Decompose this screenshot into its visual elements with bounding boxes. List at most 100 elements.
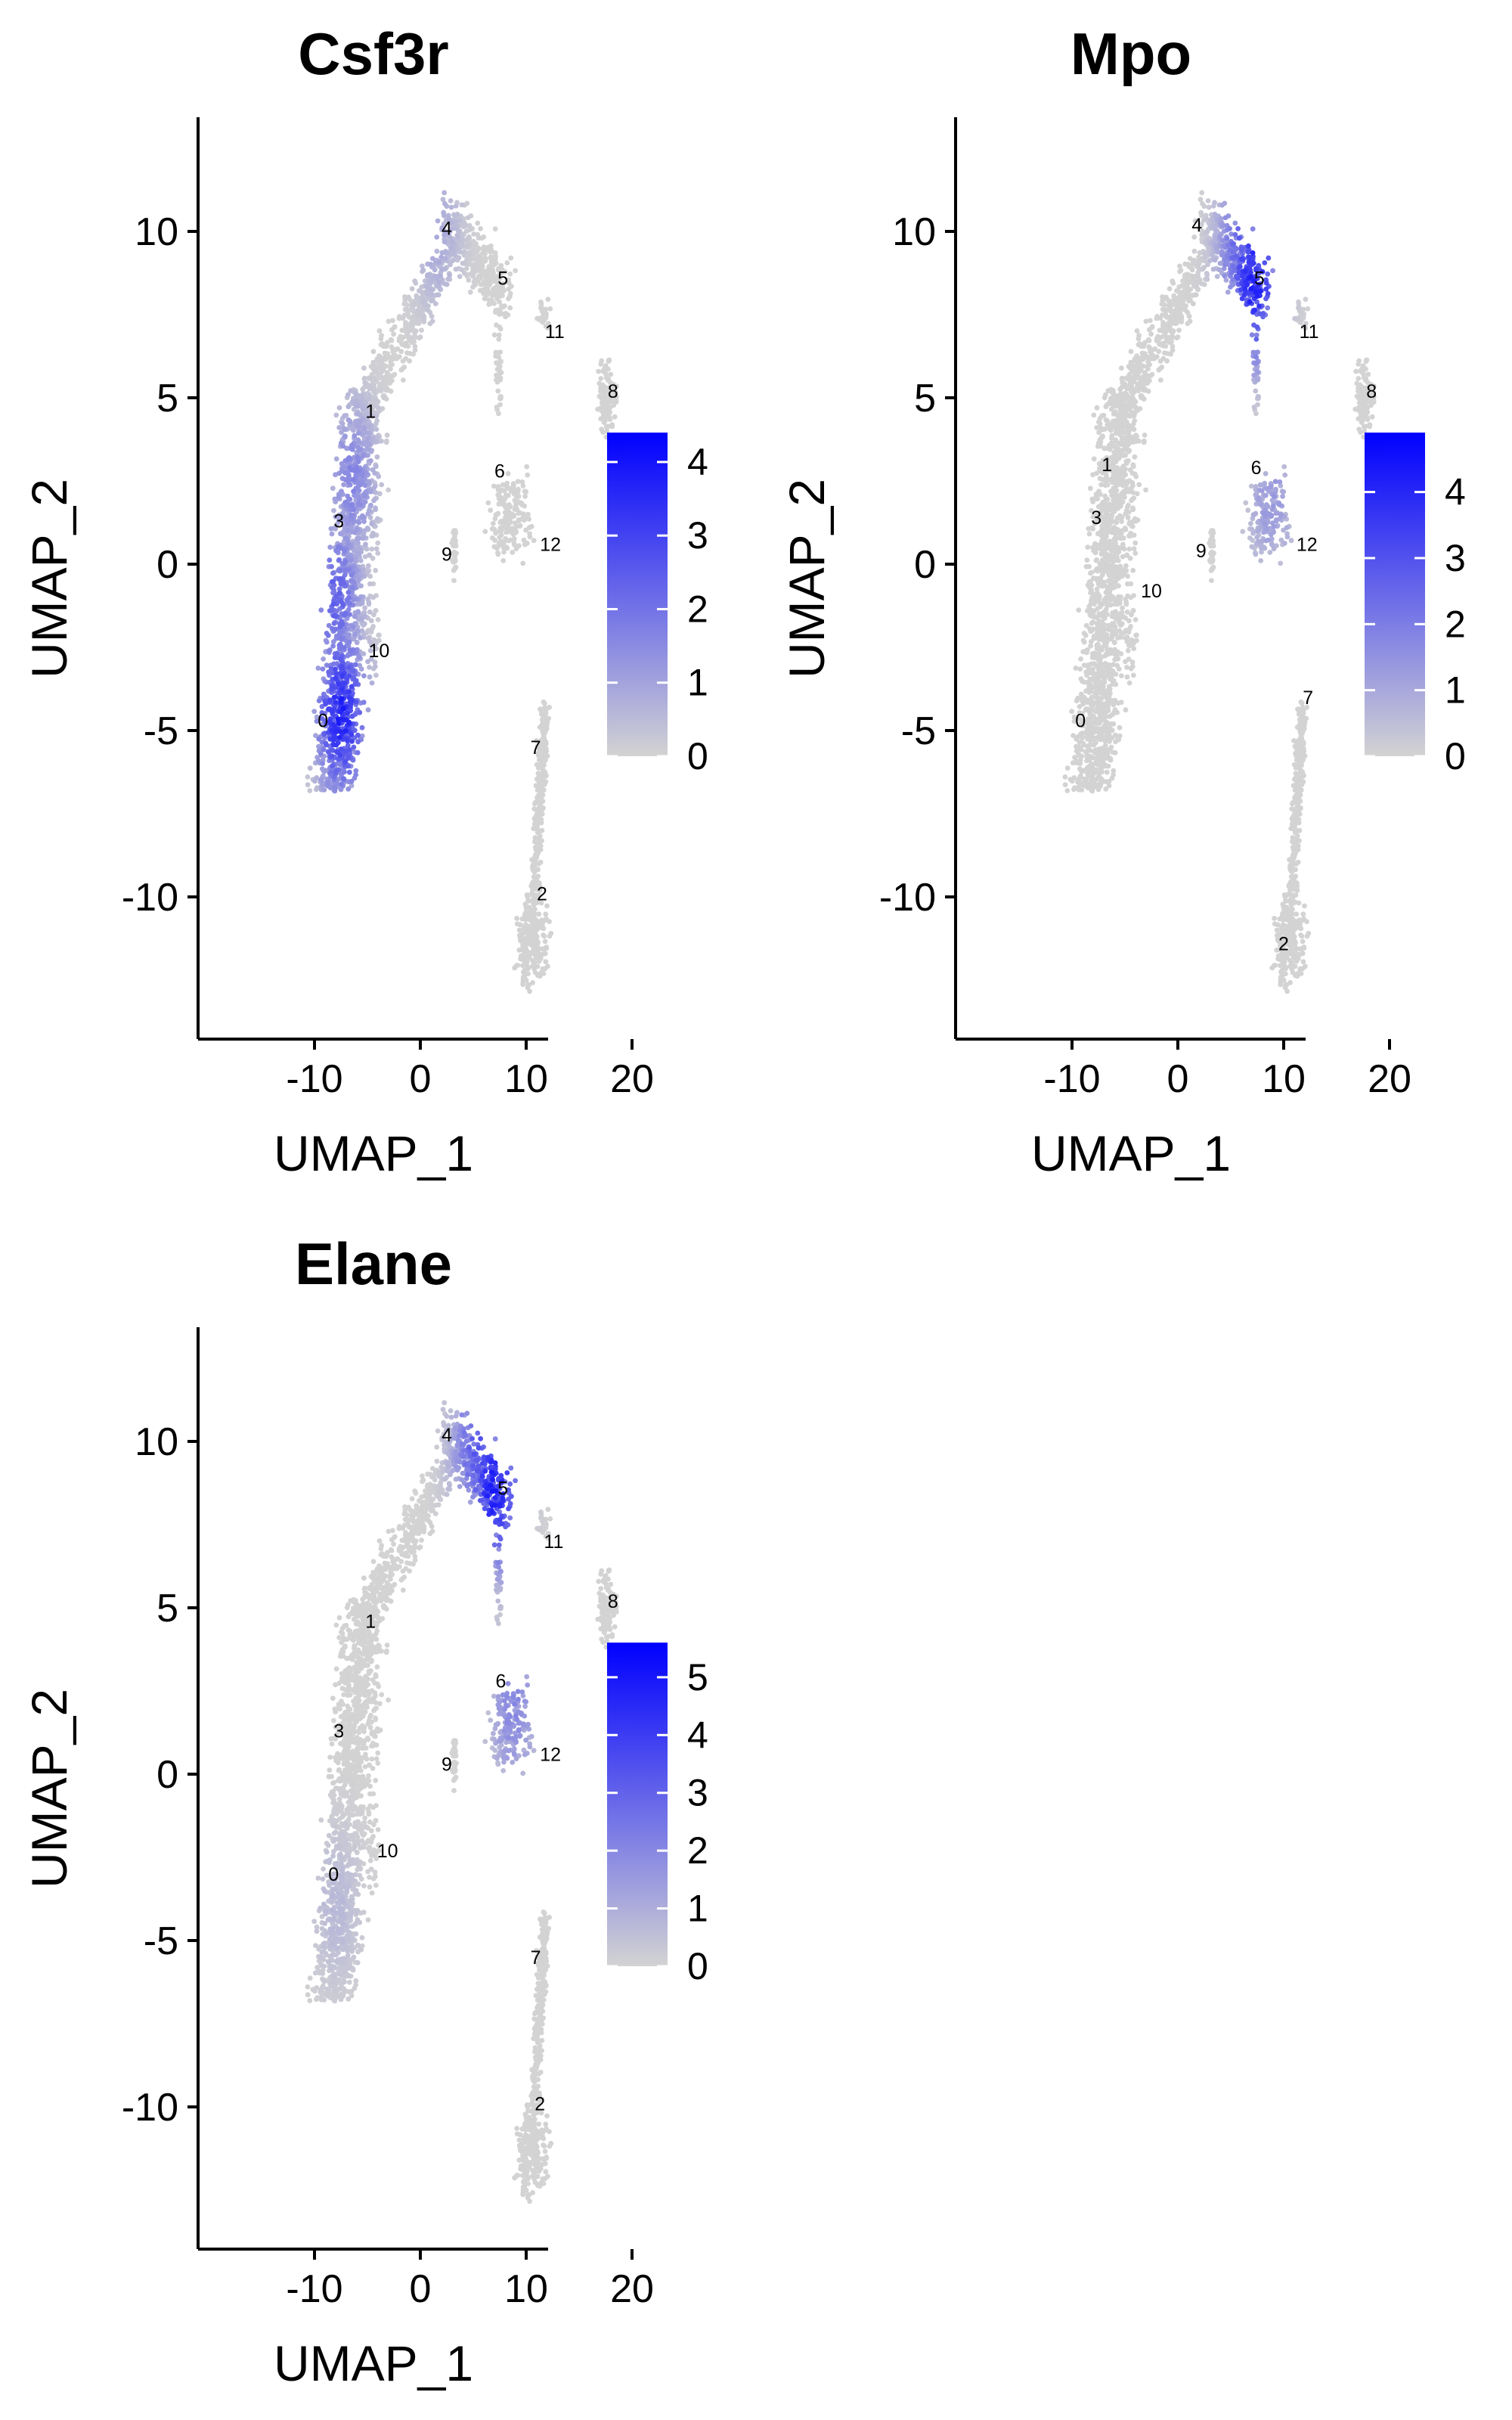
cell-point [599, 358, 605, 364]
cell-point [1091, 412, 1097, 418]
cell-point [1104, 769, 1110, 775]
cell-point [427, 286, 432, 292]
cell-point [1092, 740, 1098, 746]
cell-point [1134, 632, 1139, 638]
cell-point [372, 369, 378, 374]
cell-point [1105, 763, 1111, 769]
cell-point [336, 681, 342, 687]
cell-point [521, 537, 527, 543]
cell-point [542, 939, 548, 945]
cell-point [531, 816, 538, 821]
cell-point [355, 444, 361, 450]
cell-point [355, 459, 361, 464]
cell-point [438, 273, 443, 279]
cell-point [496, 265, 501, 271]
cell-point [367, 665, 372, 670]
cell-point [1128, 624, 1133, 629]
cell-point [1130, 608, 1136, 613]
cell-point [504, 260, 510, 265]
cell-point [403, 355, 409, 361]
cell-point [471, 279, 477, 285]
cell-point [345, 590, 352, 595]
cell-point [596, 393, 603, 399]
cell-point [369, 521, 375, 527]
cell-point [1302, 903, 1307, 909]
cell-point [360, 405, 365, 411]
cell-point [386, 380, 392, 386]
x-tick-label: -10 [286, 1057, 342, 1101]
cell-point [451, 528, 457, 533]
cell-point [1120, 541, 1126, 548]
y-tick-label: -10 [122, 876, 178, 920]
cell-point [494, 377, 499, 383]
cell-point [451, 578, 457, 583]
cell-point [381, 392, 387, 399]
cell-point [1130, 567, 1136, 573]
cell-point [429, 298, 434, 304]
cell-point [329, 563, 334, 569]
cell-point [525, 472, 531, 478]
cell-point [1135, 517, 1141, 523]
cell-point [496, 365, 502, 371]
cell-point [362, 380, 368, 386]
cell-point [351, 427, 356, 433]
cell-point [461, 249, 467, 254]
cell-point [1289, 960, 1295, 965]
cell-point [449, 245, 454, 251]
cell-point [488, 507, 494, 513]
cell-point [532, 839, 538, 845]
cell-point [1069, 709, 1075, 715]
cell-point [351, 636, 357, 642]
cell-point [333, 768, 339, 774]
cell-point [327, 648, 332, 654]
cell-point [339, 696, 345, 702]
cell-point [1272, 916, 1277, 921]
cell-point [500, 542, 506, 548]
cell-point [466, 222, 472, 228]
cell-point [323, 701, 328, 707]
cell-point [534, 743, 541, 749]
cell-point [539, 717, 545, 722]
cell-point [355, 403, 361, 409]
cell-point [361, 425, 367, 431]
cell-point [1127, 555, 1133, 561]
cell-point [492, 516, 498, 522]
cell-point [1125, 514, 1131, 520]
cell-point [1123, 707, 1129, 713]
cell-point [330, 763, 336, 769]
cell-point [534, 315, 540, 321]
cell-point [396, 354, 402, 360]
cell-point [1081, 639, 1087, 645]
cell-point [1099, 647, 1105, 653]
cell-point [432, 274, 438, 279]
cell-point [1097, 420, 1103, 427]
cell-point [367, 581, 373, 587]
cell-point [1118, 594, 1123, 600]
cell-point [532, 801, 538, 807]
cell-point [333, 700, 339, 705]
cell-point [349, 713, 355, 719]
cell-point [362, 499, 368, 504]
cell-point [531, 826, 537, 831]
cell-point [481, 290, 487, 296]
cell-point [356, 423, 361, 428]
cell-point [497, 539, 503, 545]
cell-point [331, 613, 337, 619]
cell-point [349, 572, 355, 578]
cell-point [403, 322, 408, 328]
cell-point [389, 338, 395, 343]
cell-point [370, 624, 376, 629]
cell-point [384, 438, 389, 444]
cell-point [330, 643, 336, 649]
cell-point [533, 783, 539, 789]
cell-point [531, 806, 538, 811]
cell-point [1124, 674, 1130, 680]
cell-point [1073, 666, 1079, 671]
cell-point [442, 239, 448, 245]
cluster-label: 3 [333, 511, 344, 532]
cell-point [1062, 774, 1068, 780]
cell-point [534, 787, 541, 793]
cell-point [421, 298, 426, 304]
cell-point [359, 616, 364, 622]
cell-point [420, 267, 426, 273]
